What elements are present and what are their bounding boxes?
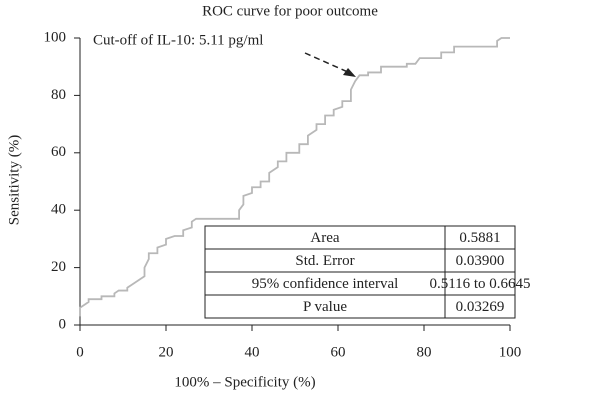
roc-curve — [79, 37, 510, 317]
annotation: Cut-off of IL-10: 5.11 pg/ml — [93, 32, 263, 48]
x-tick-label: 100 — [499, 344, 522, 360]
y-tick-label: 80 — [51, 87, 66, 103]
y-tick-label: 40 — [51, 202, 66, 218]
table-label: P value — [303, 299, 347, 315]
table-label: Area — [310, 230, 339, 246]
x-tick-label: 0 — [76, 344, 84, 360]
y-tick-label: 0 — [59, 316, 67, 332]
y-tick-label: 100 — [44, 29, 67, 45]
chart-title: ROC curve for poor outcome — [202, 3, 378, 19]
x-axis-label: 100% – Specificity (%) — [174, 374, 315, 390]
table-label: Std. Error — [295, 253, 354, 269]
table-label: 95% confidence interval — [252, 276, 399, 292]
x-tick-label: 60 — [331, 344, 346, 360]
table-value: 0.5881 — [459, 230, 500, 246]
table-value: 0.5116 to 0.6645 — [429, 276, 530, 292]
x-tick-label: 40 — [245, 344, 260, 360]
y-tick-label: 60 — [51, 144, 66, 160]
x-tick-label: 20 — [159, 344, 174, 360]
arrow-head — [343, 68, 356, 77]
table-value: 0.03269 — [456, 299, 505, 315]
y-tick-label: 20 — [51, 259, 66, 275]
table-cell — [444, 294, 516, 319]
x-tick-label: 80 — [417, 344, 432, 360]
y-axis-label: Sensitivity (%) — [6, 135, 22, 225]
table-value: 0.03900 — [456, 253, 505, 269]
annotation-arrow — [304, 52, 351, 74]
